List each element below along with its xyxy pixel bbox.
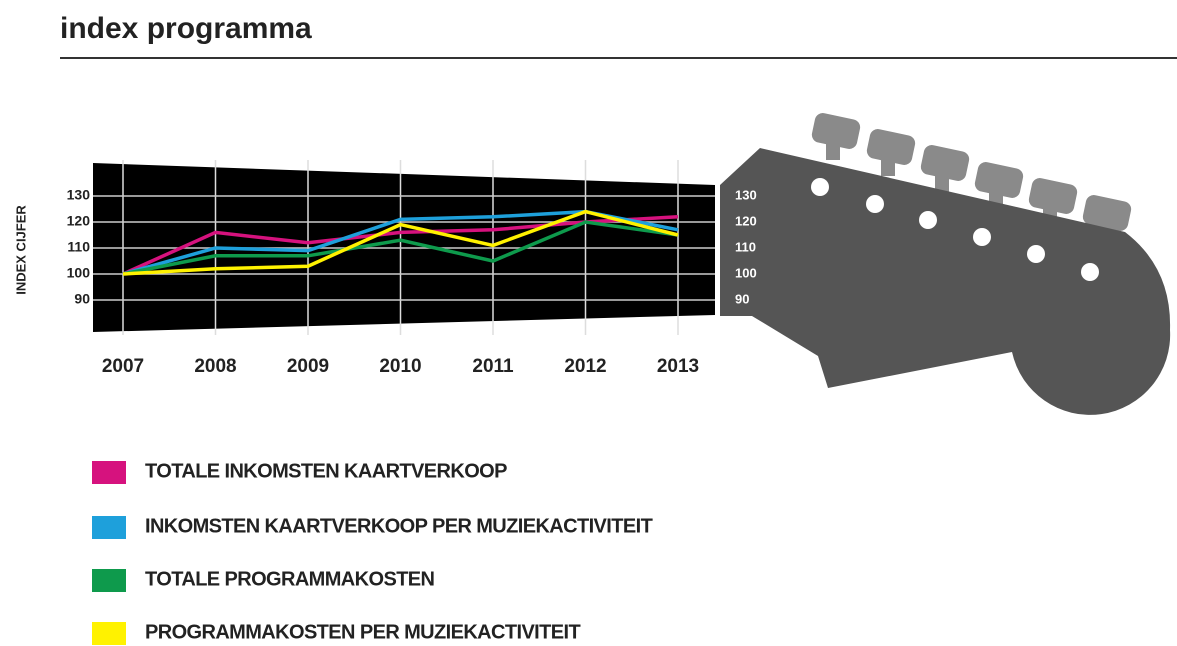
legend-swatch xyxy=(92,516,126,539)
tuning-pegs xyxy=(811,113,1132,242)
legend-label: INKOMSTEN KAARTVERKOOP PER MUZIEKACTIVIT… xyxy=(145,515,653,537)
x-tick-label: 2010 xyxy=(379,356,421,377)
x-tick-label: 2007 xyxy=(102,356,144,377)
legend-swatch xyxy=(92,622,126,645)
chart-title: index programma xyxy=(60,12,312,45)
series-line xyxy=(122,220,679,276)
legend-swatch xyxy=(92,461,126,484)
y-tick-label-right: 110 xyxy=(735,239,756,254)
y-tick-label-right: 100 xyxy=(735,265,757,280)
legend-swatch xyxy=(92,569,126,592)
x-tick-label: 2012 xyxy=(564,356,606,377)
y-axis-label: INDEX CIJFER xyxy=(13,205,28,295)
x-tick-label: 2008 xyxy=(194,356,236,377)
y-tick-label-right: 130 xyxy=(735,187,757,202)
y-tick-label: 100 xyxy=(67,265,91,281)
y-tick-label: 110 xyxy=(67,239,90,255)
y-tick-label: 90 xyxy=(74,291,90,307)
y-tick-label-right: 120 xyxy=(735,213,757,228)
legend-label: TOTALE PROGRAMMAKOSTEN xyxy=(145,568,435,590)
y-tick-label: 130 xyxy=(67,187,91,203)
y-tick-label: 120 xyxy=(67,213,91,229)
x-tick-label: 2011 xyxy=(472,356,514,377)
headstock xyxy=(720,113,1171,415)
x-tick-label: 2009 xyxy=(287,356,329,377)
x-tick-label: 2013 xyxy=(657,356,699,377)
series-line xyxy=(122,209,679,276)
legend-label: TOTALE INKOMSTEN KAARTVERKOOP xyxy=(145,460,507,482)
y-tick-label-right: 90 xyxy=(735,291,749,306)
legend-label: PROGRAMMAKOSTEN PER MUZIEKACTIVITEIT xyxy=(145,621,580,643)
